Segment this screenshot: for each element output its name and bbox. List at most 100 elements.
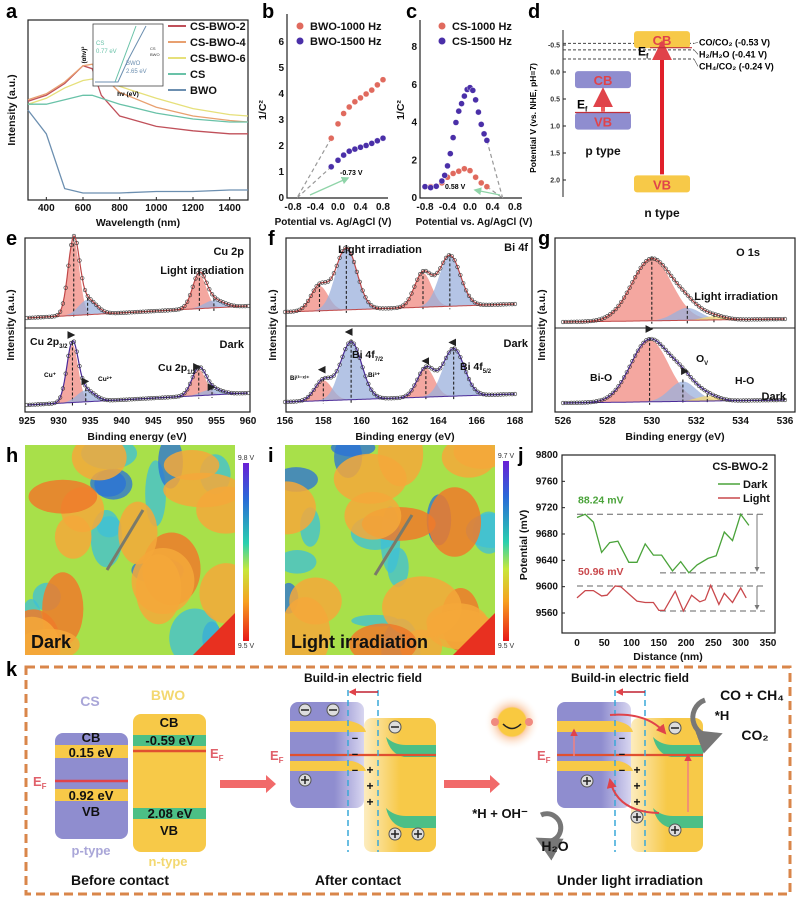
raw-data-point: [771, 398, 777, 403]
raw-data-point: [633, 353, 638, 358]
cu-plus-label: Cu⁺: [44, 372, 57, 379]
panel-b: b 0 1 2 3 4 5 6 -0.8 -0.4 0.0 0.4 0.8 BWO-1000 Hz BWO…: [257, 1, 391, 228]
raw-data-point: [317, 379, 322, 384]
raw-data-point: [403, 301, 408, 306]
cs-band-block: [55, 733, 128, 839]
process-arrow: [220, 775, 276, 793]
y-axis-title: Intensity (a.u.): [5, 289, 17, 360]
raw-data-point: [207, 379, 212, 384]
y-tick-label: -0.5: [548, 43, 560, 50]
raw-data-point: [574, 319, 579, 324]
x-tick-label: 534: [732, 416, 749, 427]
raw-data-point: [605, 314, 610, 319]
high-potential-grain: [25, 628, 80, 655]
raw-data-point: [366, 381, 371, 386]
fitted-peak-blue: [27, 299, 248, 318]
raw-data-point: [671, 277, 677, 282]
legend-label: Light: [743, 493, 770, 505]
raw-data-point: [91, 391, 96, 396]
y-tick-label: 6: [411, 80, 417, 91]
raw-data-point: [616, 303, 621, 308]
raw-data-point: [127, 397, 132, 402]
fermi-level-label: EF: [270, 748, 284, 765]
raw-data-point: [455, 349, 460, 354]
cs-vb-label: VB: [82, 804, 100, 819]
bwo-vb-band-bent: [653, 808, 703, 828]
raw-data-point: [58, 309, 63, 314]
raw-data-point: [646, 257, 652, 262]
data-point: [427, 184, 434, 191]
raw-data-point: [583, 319, 588, 324]
x-axis-title: Binding energy (eV): [87, 431, 186, 443]
raw-data-point: [351, 341, 357, 346]
inset-x-title: hν (eV): [117, 91, 139, 98]
cs-vb-band: [55, 789, 128, 801]
panel-c: c 0 2 4 6 8 -0.8 -0.4 0.0 0.4 0.8 CS-1000 Hz CS-150…: [395, 1, 532, 228]
raw-data-point: [88, 297, 93, 302]
data-point: [362, 142, 370, 149]
raw-data-point: [420, 366, 426, 372]
y-axis-title: 1/C²: [395, 100, 407, 120]
raw-data-point: [716, 395, 721, 400]
raw-data-point: [198, 270, 204, 275]
y-tick-label: 0: [278, 193, 284, 204]
reduction-products-label: CO + CH₄: [720, 687, 784, 703]
raw-data-point: [438, 366, 443, 371]
data-point: [475, 108, 482, 116]
raw-data-point: [594, 399, 599, 404]
raw-data-point: [749, 398, 754, 403]
raw-data-point: [563, 319, 568, 325]
raw-data-point: [187, 293, 193, 298]
raw-data-point: [492, 392, 497, 397]
raw-data-point: [489, 302, 495, 307]
core-level-title: Bi 4f: [504, 242, 528, 254]
raw-data-point: [769, 398, 774, 403]
raw-data-point: [346, 341, 351, 346]
raw-data-point: [74, 349, 79, 354]
x-tick-label: 800: [111, 203, 128, 214]
raw-data-point: [204, 280, 209, 285]
raw-data-point: [41, 401, 46, 407]
series-line-light: [576, 583, 747, 613]
raw-data-point: [285, 399, 290, 404]
y-tick-label: 0.5: [550, 97, 560, 104]
bwo-cb-value: -0.59 eV: [145, 733, 194, 748]
raw-data-point: [285, 309, 290, 314]
raw-data-point: [755, 317, 760, 322]
raw-data-point: [760, 317, 765, 322]
raw-data-point: [297, 307, 302, 312]
raw-data-point: [143, 396, 148, 401]
raw-data-point: [682, 290, 688, 295]
data-point: [478, 121, 485, 128]
raw-data-point: [613, 307, 618, 312]
axes: [286, 14, 388, 199]
fitted-peak-blue: [285, 247, 515, 312]
raw-data-point: [501, 302, 506, 307]
raw-data-point: [716, 313, 721, 318]
raw-data-point: [377, 306, 382, 311]
data-point: [483, 183, 491, 190]
raw-data-point: [135, 309, 140, 315]
raw-data-point: [660, 263, 666, 268]
raw-data-point: [432, 273, 437, 278]
raw-data-point: [438, 266, 443, 271]
raw-data-point: [512, 301, 518, 307]
raw-data-point: [354, 347, 359, 352]
raw-data-point: [599, 316, 604, 321]
raw-data-point: [24, 402, 30, 408]
raw-data-point: [105, 310, 110, 315]
raw-data-point: [409, 388, 414, 393]
raw-data-point: [588, 400, 593, 405]
raw-data-point: [461, 362, 466, 367]
raw-data-point: [110, 398, 115, 403]
x-tick-label: 526: [555, 416, 572, 427]
raw-data-point: [360, 288, 365, 293]
raw-data-point: [314, 284, 319, 289]
light-label: Light irradiation: [694, 291, 778, 303]
data-point: [461, 165, 468, 172]
data-point: [368, 140, 375, 147]
fitted-peak-blue: [285, 348, 515, 402]
data-point: [368, 86, 375, 94]
redox-label-leader: [693, 49, 699, 55]
raw-data-point: [135, 396, 140, 402]
